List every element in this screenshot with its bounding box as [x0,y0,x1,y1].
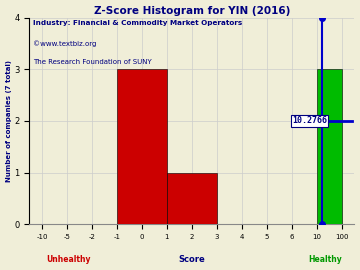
Y-axis label: Number of companies (7 total): Number of companies (7 total) [5,60,12,182]
Text: Unhealthy: Unhealthy [46,255,91,264]
Bar [117,69,167,224]
Text: The Research Foundation of SUNY: The Research Foundation of SUNY [33,59,152,65]
Bar [317,69,342,224]
Text: Score: Score [179,255,205,264]
Text: 10.2766: 10.2766 [292,116,327,126]
Text: Industry: Financial & Commodity Market Operators: Industry: Financial & Commodity Market O… [33,20,242,26]
Bar [167,173,217,224]
Title: Z-Score Histogram for YIN (2016): Z-Score Histogram for YIN (2016) [94,6,290,16]
Text: ©www.textbiz.org: ©www.textbiz.org [33,40,96,47]
Text: Healthy: Healthy [308,255,342,264]
